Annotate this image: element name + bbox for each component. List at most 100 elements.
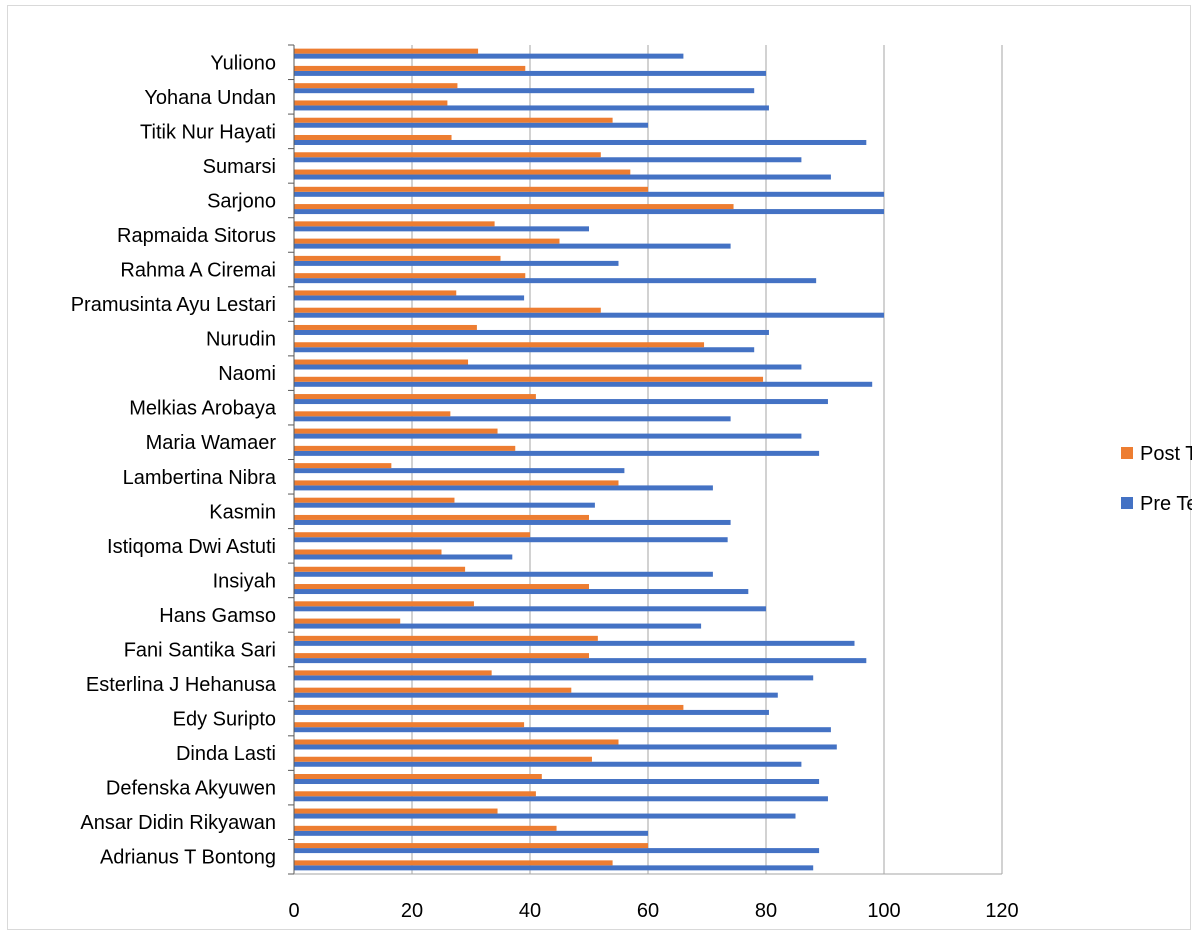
bar-post-test — [294, 825, 557, 831]
bar-pre-test — [294, 692, 778, 698]
category-label: Maria Wamaer — [146, 432, 277, 454]
bar-post-test — [294, 255, 501, 261]
bar-post-test — [294, 359, 469, 365]
bar-post-test — [294, 428, 498, 434]
bar-post-test — [294, 65, 526, 71]
bar-pre-test — [294, 416, 731, 422]
category-label: Hans Gamso — [159, 605, 276, 627]
bar-post-test — [294, 739, 619, 745]
bar-post-test — [294, 774, 542, 780]
bar-post-test — [294, 273, 526, 279]
bar-post-test — [294, 653, 589, 659]
bar-pre-test — [294, 209, 884, 215]
bar-post-test — [294, 497, 455, 503]
bar-post-test — [294, 342, 705, 348]
bar-pre-test — [294, 260, 619, 266]
bar-post-test — [294, 100, 448, 106]
bar-post-test — [294, 791, 536, 797]
bar-pre-test — [294, 675, 814, 681]
category-label: Sarjono — [207, 190, 276, 212]
x-tick-label: 0 — [288, 900, 299, 922]
bar-post-test — [294, 411, 451, 417]
bar-post-test — [294, 532, 530, 538]
bar-pre-test — [294, 727, 831, 733]
bar-pre-test — [294, 640, 855, 646]
bar-post-test — [294, 480, 619, 486]
bar-post-test — [294, 394, 536, 400]
category-label: Yohana Undan — [144, 87, 276, 109]
bar-post-test — [294, 722, 525, 728]
bar-post-test — [294, 186, 648, 192]
category-label: Kasmin — [209, 501, 276, 523]
bar-pre-test — [294, 761, 802, 767]
bar-post-test — [294, 48, 479, 54]
bar-pre-test — [294, 865, 814, 871]
bar-pre-test — [294, 329, 769, 335]
category-label: Insiyah — [213, 570, 276, 592]
bar-pre-test — [294, 485, 713, 491]
bar-pre-test — [294, 347, 755, 353]
category-label: Fani Santika Sari — [124, 639, 276, 661]
bar-pre-test — [294, 658, 867, 664]
bar-post-test — [294, 704, 684, 710]
bar-post-test — [294, 808, 498, 814]
bar-pre-test — [294, 589, 749, 595]
category-label: Defenska Akyuwen — [106, 778, 276, 800]
category-label: Pramusinta Ayu Lestari — [71, 294, 276, 316]
legend-swatch-pre-test — [1121, 497, 1133, 509]
bar-pre-test — [294, 295, 525, 301]
bar-post-test — [294, 445, 516, 451]
bar-pre-test — [294, 502, 595, 508]
bar-pre-test — [294, 813, 796, 819]
bar-pre-test — [294, 519, 731, 525]
bar-pre-test — [294, 433, 802, 439]
category-label: Rahma A Ciremai — [120, 260, 276, 282]
bar-pre-test — [294, 709, 769, 715]
legend-label-pre-test: Pre Test — [1140, 493, 1192, 515]
bar-post-test — [294, 756, 592, 762]
bar-pre-test — [294, 226, 589, 232]
bar-pre-test — [294, 364, 802, 370]
bar-pre-test — [294, 399, 828, 405]
bar-pre-test — [294, 191, 884, 197]
bar-pre-test — [294, 243, 731, 249]
bar-pre-test — [294, 779, 820, 785]
bar-pre-test — [294, 381, 873, 387]
legend-swatch-post-test — [1121, 447, 1133, 459]
bar-pre-test — [294, 623, 702, 629]
bar-post-test — [294, 204, 734, 210]
x-tick-label: 20 — [401, 900, 423, 922]
bar-pre-test — [294, 278, 817, 284]
bar-post-test — [294, 635, 598, 641]
category-label: Edy Suripto — [173, 709, 276, 731]
x-tick-label: 80 — [755, 900, 777, 922]
category-label: Rapmaida Sitorus — [117, 225, 276, 247]
bar-post-test — [294, 860, 613, 866]
bar-post-test — [294, 376, 764, 382]
category-label: Ansar Didin Rikyawan — [80, 812, 276, 834]
bar-pre-test — [294, 312, 884, 318]
bar-post-test — [294, 514, 589, 520]
bar-post-test — [294, 463, 392, 469]
bar-post-test — [294, 117, 613, 123]
x-tick-label: 100 — [867, 900, 900, 922]
category-label: Esterlina J Hehanusa — [86, 674, 277, 696]
bar-pre-test — [294, 554, 513, 560]
bar-post-test — [294, 238, 560, 244]
category-label: Nurudin — [206, 329, 276, 351]
chart-area: Adrianus T Bontong Ansar Didin Rikyawan De… — [7, 5, 1192, 930]
bar-pre-test — [294, 537, 728, 543]
bar-post-test — [294, 670, 492, 676]
bar-post-test — [294, 566, 466, 572]
bar-pre-test — [294, 70, 766, 76]
bar-post-test — [294, 618, 401, 624]
x-tick-label: 40 — [519, 900, 541, 922]
bar-post-test — [294, 290, 457, 296]
bar-pre-test — [294, 606, 766, 612]
bar-post-test — [294, 83, 458, 89]
category-label: Melkias Arobaya — [129, 398, 277, 420]
bar-post-test — [294, 584, 589, 590]
bar-pre-test — [294, 105, 769, 111]
category-label: Yuliono — [210, 52, 276, 74]
bar-pre-test — [294, 571, 713, 577]
